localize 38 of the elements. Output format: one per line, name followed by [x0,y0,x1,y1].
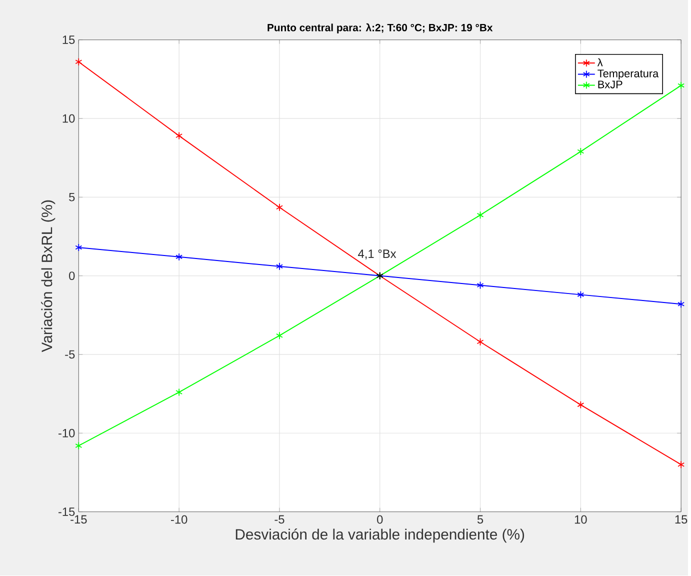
y-tick-label: -5 [65,350,75,359]
annotation: 4,1 °Bx [358,250,396,260]
legend-label: Temperatura [598,70,659,80]
point [276,332,283,340]
point [276,262,283,271]
point [75,58,82,66]
point [678,300,685,308]
x-tick-label: 5 [477,516,484,524]
x-tick-label: 0 [377,516,383,524]
x-axis-title: Desviación de la variable independiente (%) [236,528,524,543]
y-tick-label: 15 [62,36,75,44]
chart-title: Punto central para: λ:2; T:60 °C; BxJP: 19 °Bx [268,24,493,34]
x-tick-label: 10 [574,516,587,524]
point [75,244,82,252]
y-tick-label: -15 [58,508,75,516]
point [276,204,283,212]
y-axis-title: Variación del BxRL (%) [41,200,56,352]
point [176,388,183,396]
x-tick-label: 15 [675,516,688,524]
point [476,211,484,220]
point [176,132,183,140]
y-tick-label: 5 [69,193,75,202]
x-tick-label: -10 [170,516,188,524]
legend-label: λ [597,58,603,66]
point [577,401,584,409]
point [678,460,685,469]
point [678,82,685,90]
point [577,290,584,299]
y-tick-label: 0 [69,272,75,280]
point [176,253,183,262]
point [476,338,484,346]
y-tick-label: -10 [58,429,75,438]
y-tick-label: 10 [62,114,75,123]
point [577,148,584,156]
point [75,442,82,450]
legend-label: BxJP [598,80,622,89]
point [476,282,484,290]
x-tick-label: -5 [274,516,284,524]
